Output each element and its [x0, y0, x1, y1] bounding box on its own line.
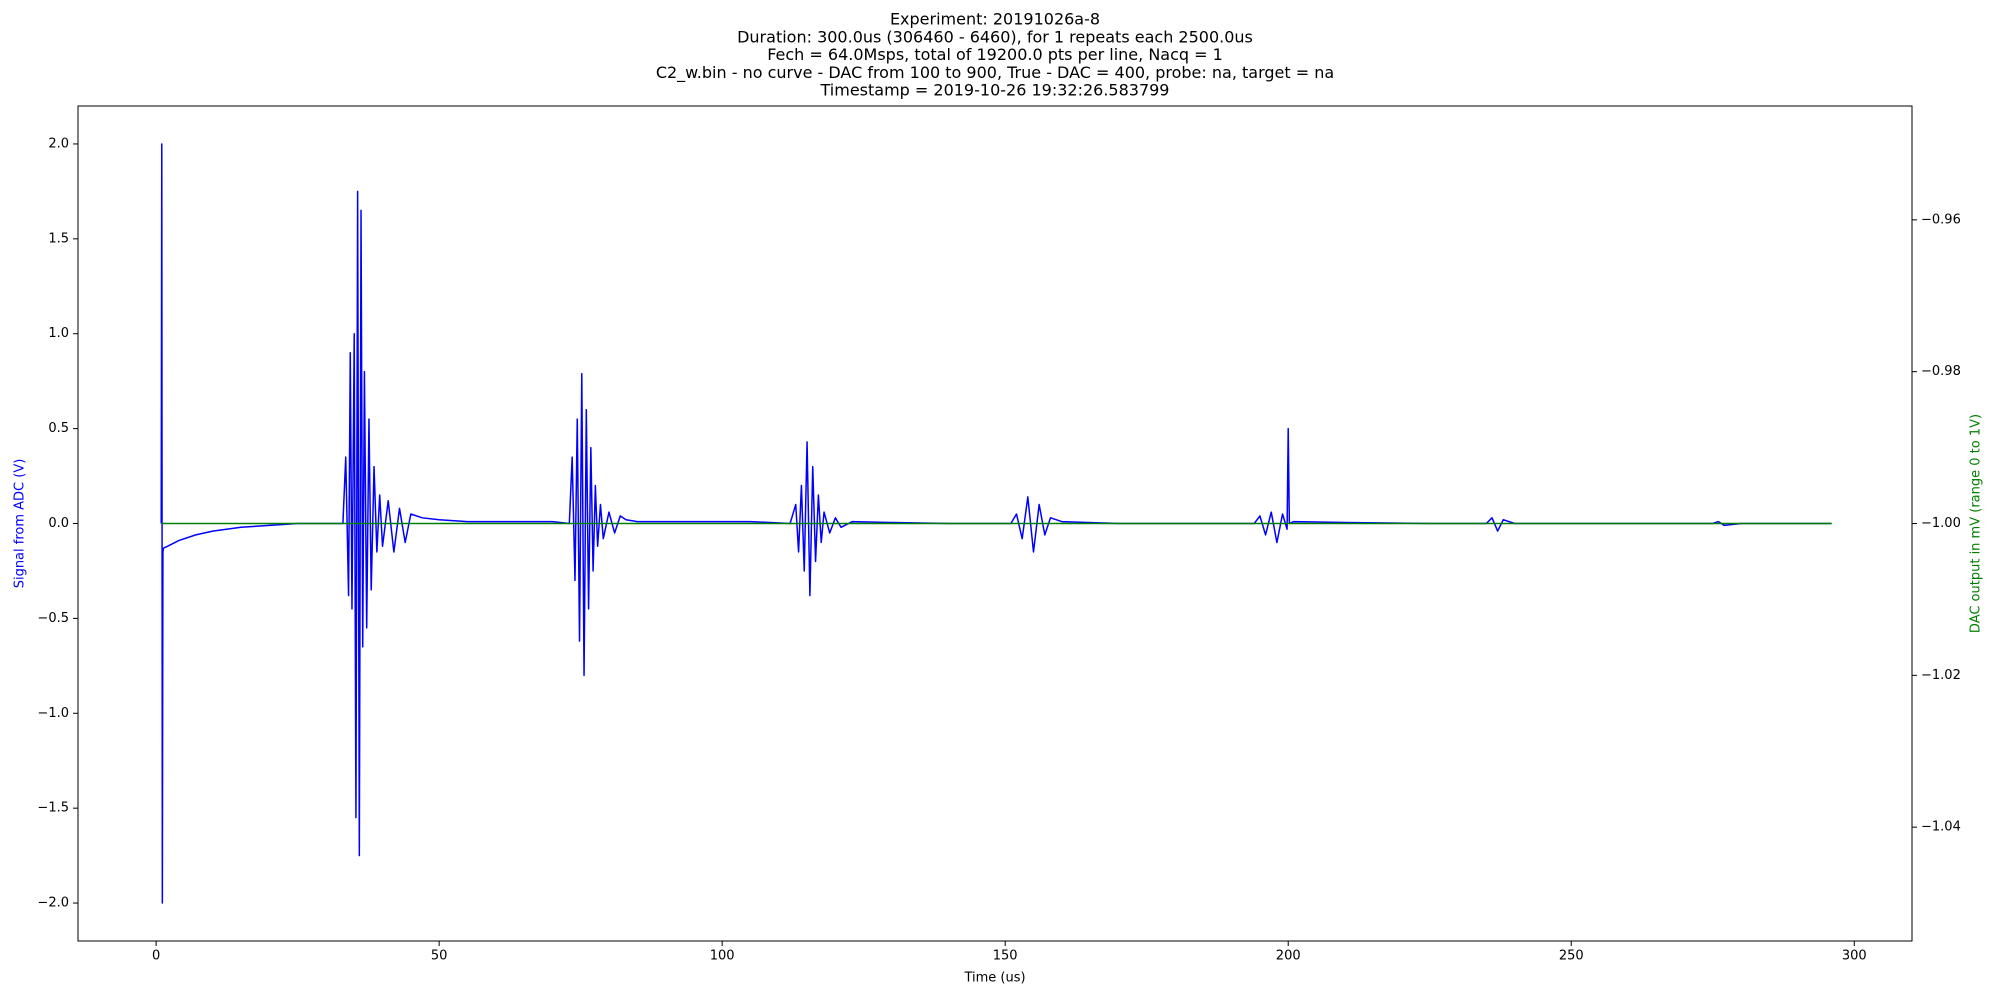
y-tick-label: 2.0: [48, 136, 69, 151]
plot-frame: [77, 105, 1913, 942]
x-axis-label: Time (us): [963, 971, 1025, 986]
chart-title: Experiment: 20191026a-8: [890, 10, 1100, 29]
x-tick-label: 0: [152, 949, 160, 964]
x-tick-label: 250: [1559, 949, 1584, 964]
y-axis-label: Signal from ADC (V): [13, 459, 28, 589]
x-tick-label: 50: [431, 949, 448, 964]
chart-title: C2_w.bin - no curve - DAC from 100 to 90…: [656, 63, 1334, 83]
x-tick-label: 200: [1276, 949, 1301, 964]
y-tick-label: −2.0: [37, 896, 69, 911]
y-tick-label: 1.0: [48, 326, 69, 341]
chart-title: Timestamp = 2019-10-26 19:32:26.583799: [820, 81, 1170, 100]
y2-tick-label: −0.96: [1921, 212, 1961, 227]
x-tick-label: 100: [710, 949, 735, 964]
x-tick-label: 150: [993, 949, 1018, 964]
y2-tick-label: −1.02: [1921, 668, 1961, 683]
y2-tick-label: −1.04: [1921, 820, 1961, 835]
y-tick-label: 1.5: [48, 231, 69, 246]
chart-title: Duration: 300.0us (306460 - 6460), for 1…: [737, 27, 1253, 46]
y2-tick-label: −0.98: [1921, 364, 1961, 379]
y-tick-label: 0.5: [48, 421, 69, 436]
data-line: [160, 143, 1832, 904]
y2-tick-label: −1.00: [1921, 516, 1961, 531]
y-tick-label: −1.0: [37, 706, 69, 721]
x-tick-label: 300: [1842, 949, 1867, 964]
y-tick-label: −0.5: [37, 611, 69, 626]
y-tick-label: 0.0: [48, 516, 69, 531]
chart-title: Fech = 64.0Msps, total of 19200.0 pts pe…: [767, 45, 1223, 64]
y-tick-label: −1.5: [37, 801, 69, 816]
y2-axis-label: DAC output in mV (range 0 to 1V): [1969, 414, 1984, 633]
